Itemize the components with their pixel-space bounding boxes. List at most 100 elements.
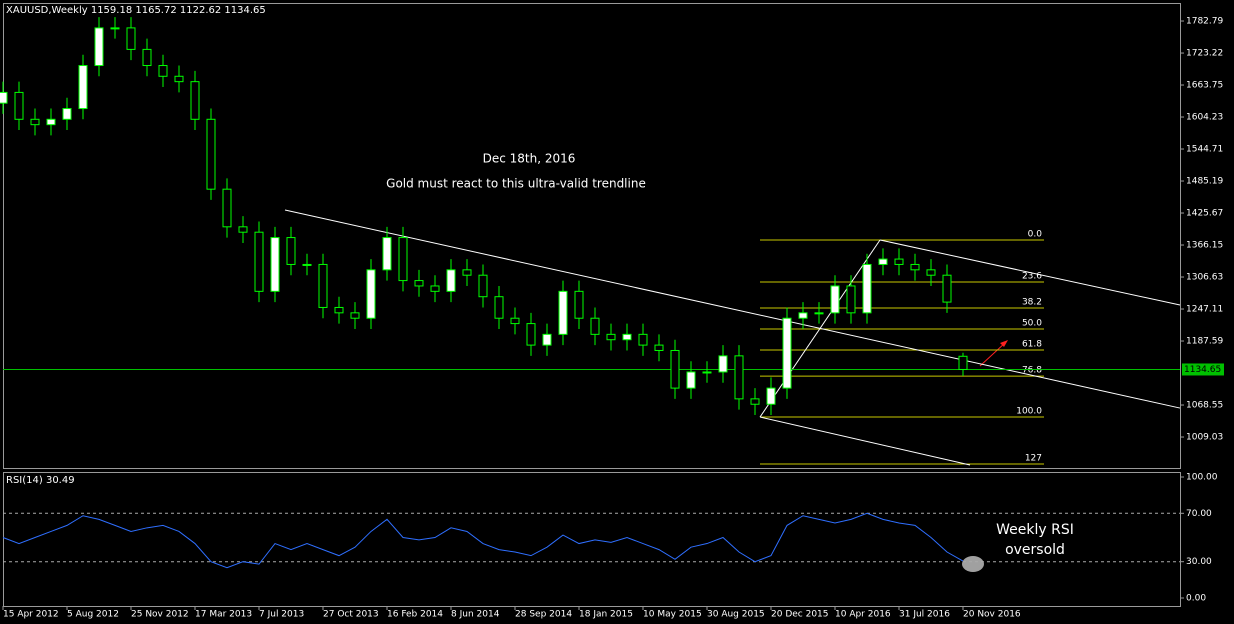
price-panel: [3, 3, 1181, 469]
rsi-title: RSI(14) 30.49: [6, 475, 75, 486]
x-tick-label: 10 May 2015: [643, 610, 702, 620]
y-tick-label: 1604.23: [1186, 113, 1223, 123]
rsi-panel: [3, 472, 1181, 607]
candle-body: [782, 317, 792, 389]
y-tick-label: 1782.79: [1186, 17, 1223, 27]
candle-body: [206, 118, 216, 190]
candle-body: [494, 296, 504, 319]
arrow: [979, 341, 1007, 367]
candle-body: [590, 317, 600, 335]
x-tick-label: 28 Sep 2014: [515, 610, 572, 620]
x-tick-label: 15 Apr 2012: [3, 610, 59, 620]
candle-body: [638, 333, 648, 346]
x-tick-label: 20 Nov 2016: [963, 610, 1021, 620]
y-tick-label: 1723.22: [1186, 49, 1223, 59]
candle-body: [46, 118, 56, 126]
trendline: [759, 239, 881, 418]
oversold-marker: [962, 556, 984, 572]
x-tick-label: 30 Aug 2015: [707, 610, 765, 620]
x-tick-label: 5 Aug 2012: [67, 610, 119, 620]
trendline: [759, 416, 971, 466]
candle-body: [190, 81, 200, 120]
candle-body: [510, 317, 520, 325]
fib-label: 0.0: [1028, 229, 1043, 239]
candle-body: [398, 237, 408, 282]
y-tick-label: 100.00: [1186, 473, 1218, 483]
candle-body: [606, 333, 616, 341]
candle-body: [334, 306, 344, 314]
candle-body: [270, 237, 280, 292]
candle-body: [0, 91, 8, 104]
candle-body: [798, 312, 808, 319]
candle-body: [286, 237, 296, 265]
candle-body: [350, 312, 360, 319]
x-tick-label: 8 Jun 2014: [451, 610, 500, 620]
candle-body: [958, 355, 968, 370]
y-tick-label: 1544.71: [1186, 145, 1223, 155]
candle-body: [302, 263, 312, 266]
candle-body: [574, 290, 584, 319]
candle-body: [654, 344, 664, 351]
candle-body: [926, 269, 936, 276]
candle-body: [78, 65, 88, 110]
arrow-head: [1000, 340, 1008, 347]
x-tick-label: 10 Apr 2016: [835, 610, 891, 620]
trendline: [879, 239, 1181, 306]
chart-title: XAUUSD,Weekly 1159.18 1165.72 1122.62 11…: [6, 5, 266, 16]
candle-body: [254, 231, 264, 292]
candle-body: [910, 263, 920, 271]
candle-body: [446, 269, 456, 292]
candle-body: [382, 237, 392, 271]
candle-body: [558, 290, 568, 335]
candle-body: [238, 226, 248, 233]
candle-body: [158, 65, 168, 77]
x-tick-label: 31 Jul 2016: [899, 610, 950, 620]
y-tick-label: 1306.63: [1186, 273, 1223, 283]
trendline: [284, 209, 1181, 409]
fib-label: 23.6: [1022, 272, 1042, 282]
fib-label: 76.8: [1022, 366, 1042, 376]
candle-body: [894, 258, 904, 265]
last-price-box: [1182, 363, 1224, 376]
candle-body: [846, 285, 856, 314]
candle-body: [110, 27, 120, 30]
fib-label: 38.2: [1022, 298, 1042, 308]
candle-body: [526, 323, 536, 346]
candle-body: [142, 48, 152, 67]
y-tick-label: 1663.75: [1186, 81, 1223, 91]
y-tick-label: 1485.19: [1186, 177, 1223, 187]
candle-body: [30, 118, 40, 126]
candle-body: [174, 75, 184, 83]
candle-body: [414, 280, 424, 287]
y-tick-label: 1187.59: [1186, 337, 1223, 347]
last-price-label: 1134.65: [1184, 365, 1221, 375]
candle-body: [862, 263, 872, 314]
candle-body: [750, 398, 760, 405]
fib-label: 50.0: [1022, 319, 1042, 329]
x-tick-label: 7 Jul 2013: [259, 610, 304, 620]
candle-body: [478, 274, 488, 298]
x-tick-label: 18 Jan 2015: [579, 610, 633, 620]
y-tick-label: 1425.67: [1186, 209, 1223, 219]
x-tick-label: 16 Feb 2014: [387, 610, 443, 620]
annotation: Dec 18th, 2016: [483, 152, 576, 166]
fib-label: 100.0: [1016, 407, 1042, 417]
x-tick-label: 17 Mar 2013: [195, 610, 252, 620]
candle-body: [622, 333, 632, 341]
candle-body: [126, 27, 136, 50]
x-tick-label: 20 Dec 2015: [771, 610, 829, 620]
candle-body: [766, 387, 776, 405]
annotation: Weekly RSI: [996, 522, 1074, 538]
candle-body: [366, 269, 376, 319]
candle-body: [734, 355, 744, 400]
candle-body: [718, 355, 728, 373]
y-tick-label: 1366.15: [1186, 241, 1223, 251]
candle-body: [462, 269, 472, 276]
y-tick-label: 30.00: [1186, 557, 1212, 567]
candle-body: [942, 274, 952, 303]
candle-body: [686, 371, 696, 389]
candle-body: [878, 258, 888, 265]
annotation: oversold: [1005, 542, 1065, 558]
candle-body: [318, 263, 328, 308]
